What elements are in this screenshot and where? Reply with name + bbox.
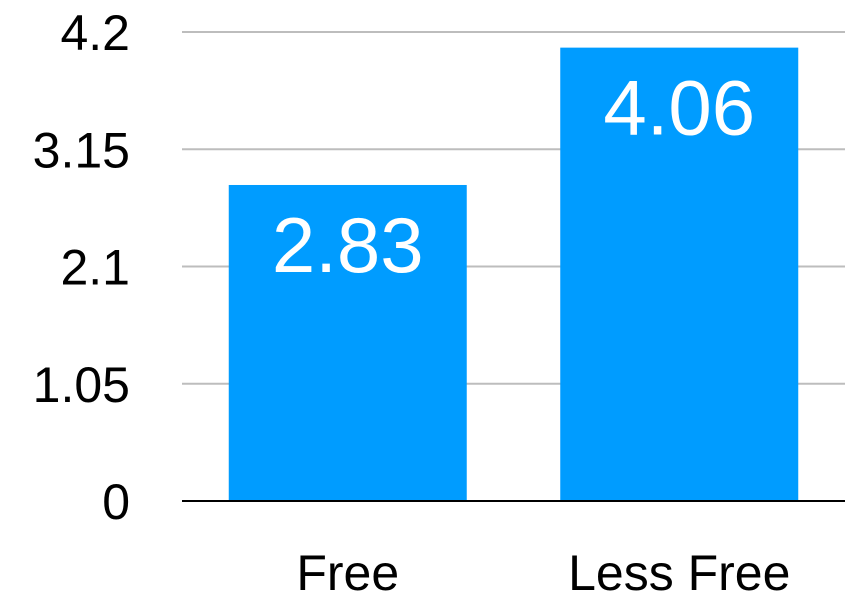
bar-free bbox=[228, 184, 467, 501]
y-tick-label: 2.1 bbox=[60, 240, 130, 296]
y-tick-label: 3.15 bbox=[33, 122, 130, 178]
data-label: 2.83 bbox=[272, 201, 424, 289]
y-tick-label: 1.05 bbox=[33, 357, 130, 413]
x-category-label: Free bbox=[296, 545, 399, 595]
bars bbox=[228, 47, 799, 502]
x-category-label: Less Free bbox=[568, 545, 790, 595]
bar-less-free bbox=[560, 47, 799, 502]
labels: 0 1.05 2.1 3.15 4.2 2.83 Free 4.06 Less Free bbox=[33, 5, 791, 595]
y-tick-label: 0 bbox=[102, 474, 130, 530]
y-tick-label: 4.2 bbox=[60, 5, 130, 61]
data-label: 4.06 bbox=[603, 64, 755, 152]
